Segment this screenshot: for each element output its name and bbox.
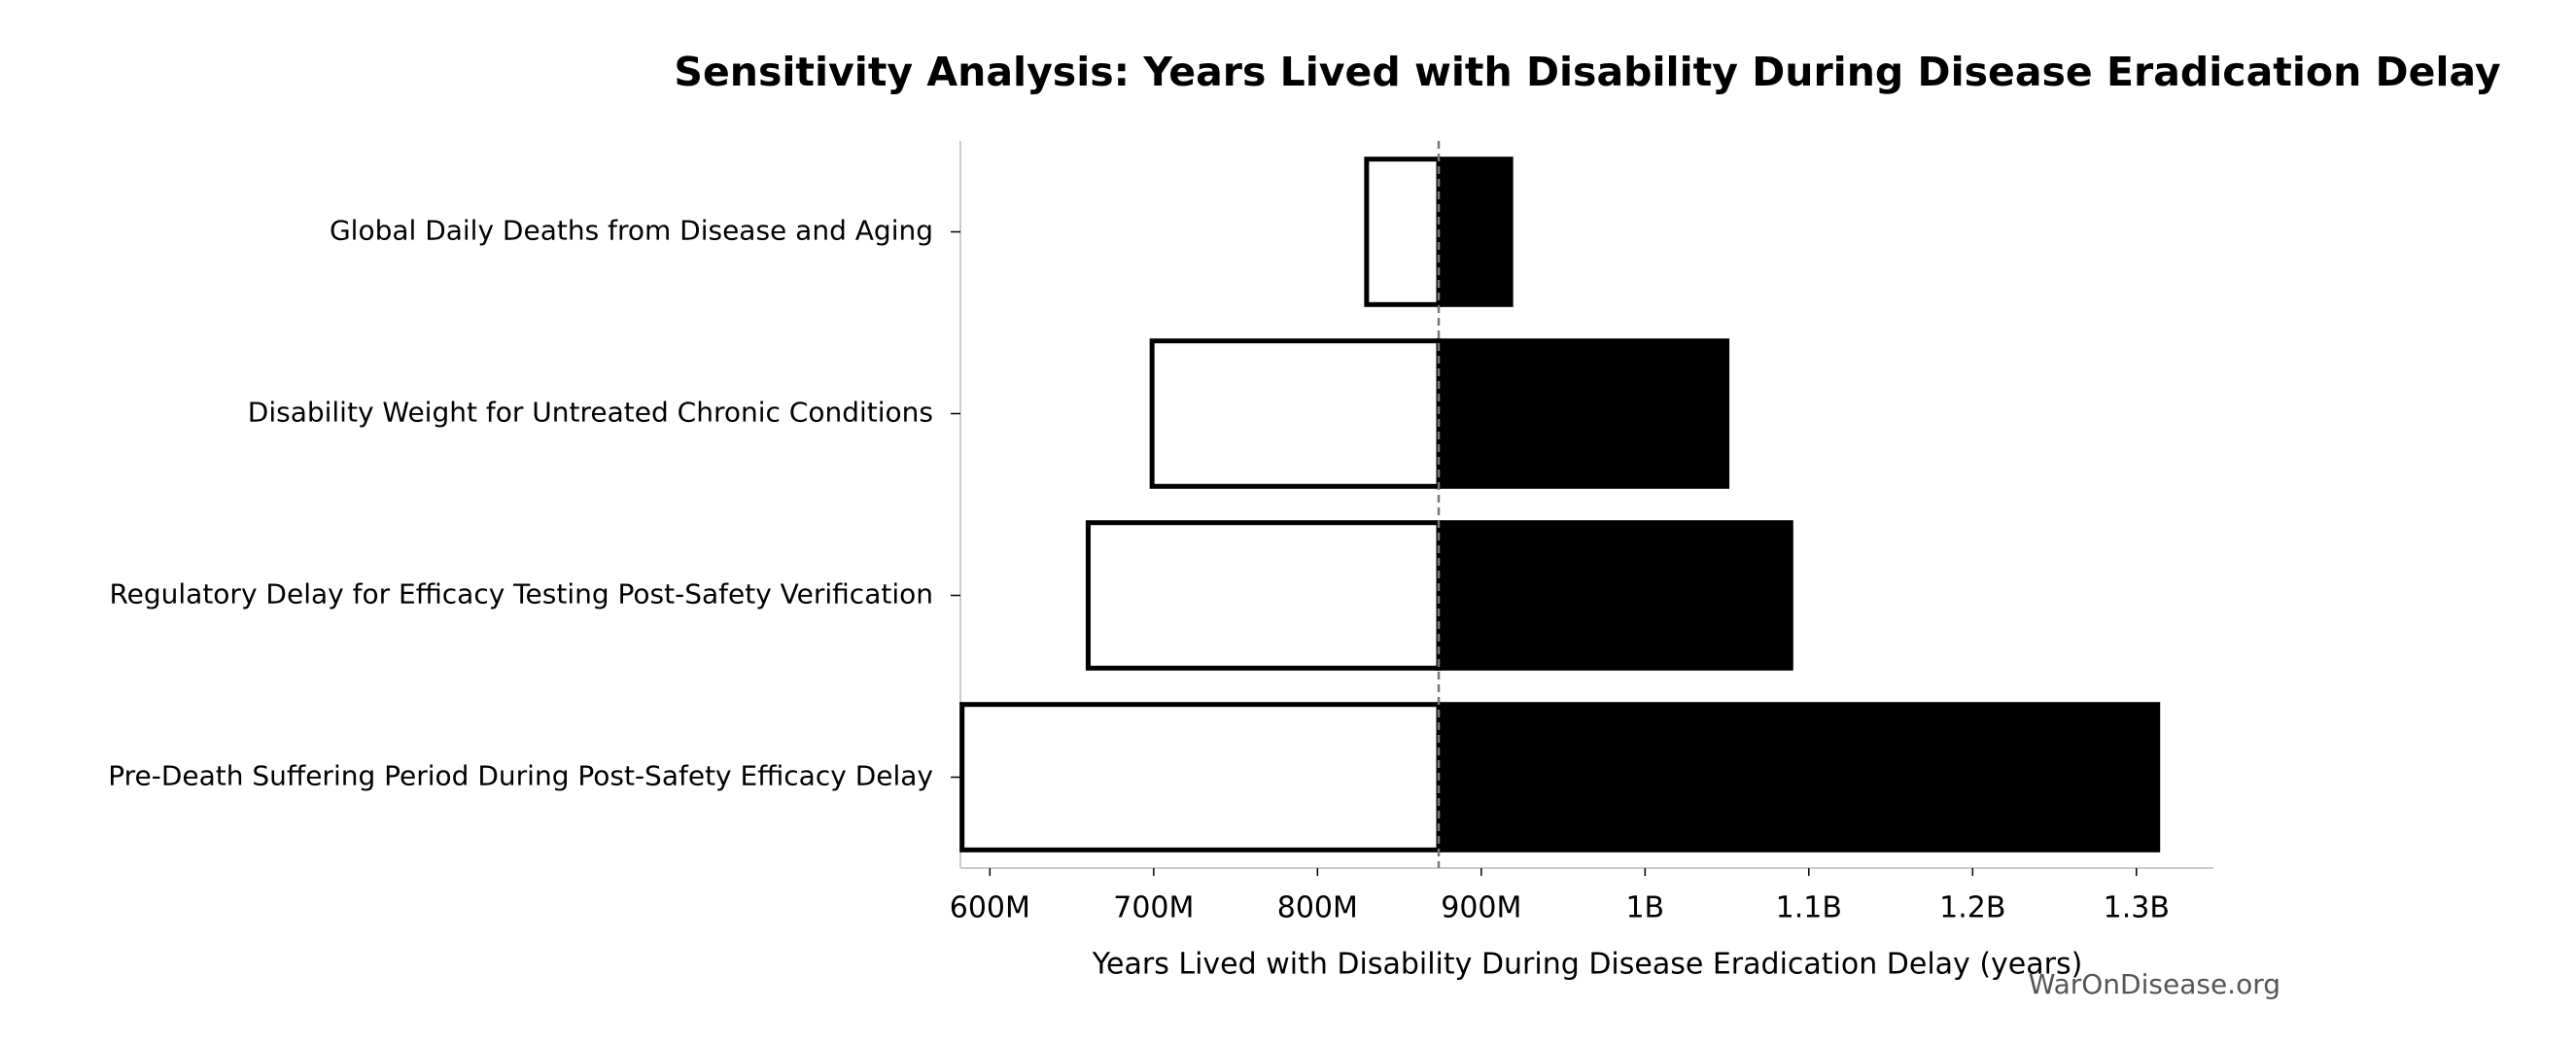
watermark: WarOnDisease.org <box>2029 968 2280 1000</box>
x-tick-label: 1.3B <box>2104 891 2170 925</box>
y-tick-label: Regulatory Delay for Efficacy Testing Po… <box>109 578 933 610</box>
y-tick-label: Global Daily Deaths from Disease and Agi… <box>330 215 933 247</box>
y-tick-label: Disability Weight for Untreated Chronic … <box>248 397 933 429</box>
bar <box>1436 338 1730 489</box>
x-tick-label: 1B <box>1625 891 1664 925</box>
bar <box>1085 520 1442 671</box>
x-tick-label: 900M <box>1441 891 1521 925</box>
y-tick-label: Pre-Death Suffering Period During Post-S… <box>108 760 933 792</box>
bar <box>1364 157 1442 307</box>
x-tick-label: 1.2B <box>1939 891 2005 925</box>
bar <box>1436 157 1514 307</box>
x-tick-label: 1.1B <box>1776 891 1842 925</box>
x-tick-label: 700M <box>1113 891 1194 925</box>
bar <box>1436 702 2161 853</box>
x-tick-label: 600M <box>950 891 1030 925</box>
x-axis-label: Years Lived with Disability During Disea… <box>1092 948 2083 982</box>
bar <box>1436 520 1793 671</box>
bar <box>1149 338 1442 489</box>
chart-title: Sensitivity Analysis: Years Lived with D… <box>674 49 2500 95</box>
x-tick-label: 800M <box>1277 891 1358 925</box>
bar <box>959 702 1442 853</box>
